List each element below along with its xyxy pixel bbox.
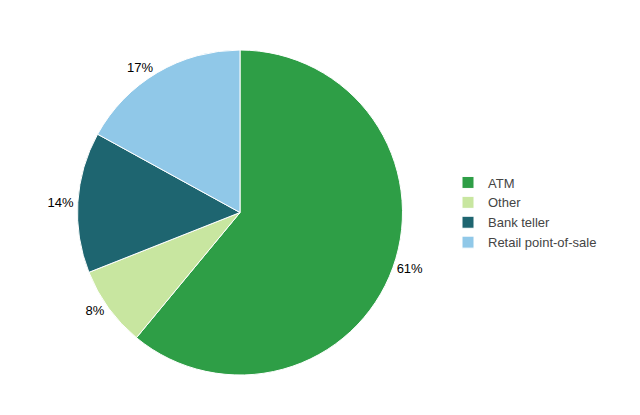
- svg-text:Retail point-of-sale: Retail point-of-sale: [488, 235, 596, 250]
- svg-text:14%: 14%: [48, 195, 74, 210]
- svg-text:Bank teller: Bank teller: [488, 215, 550, 230]
- svg-text:8%: 8%: [86, 303, 105, 318]
- svg-text:ATM: ATM: [488, 176, 514, 191]
- svg-text:Other: Other: [488, 195, 521, 210]
- svg-text:17%: 17%: [127, 60, 153, 75]
- svg-text:61%: 61%: [397, 261, 423, 276]
